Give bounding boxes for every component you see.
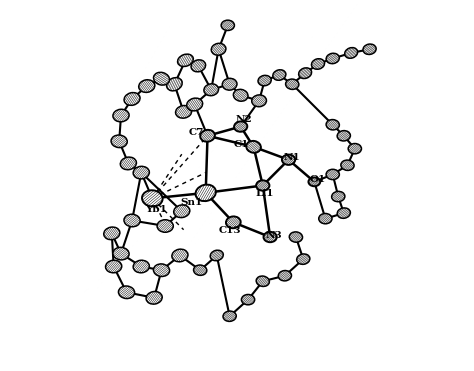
Ellipse shape: [289, 232, 302, 242]
Ellipse shape: [297, 254, 310, 265]
Ellipse shape: [341, 160, 354, 170]
Ellipse shape: [172, 249, 188, 262]
Ellipse shape: [311, 59, 325, 69]
Ellipse shape: [319, 213, 332, 224]
Ellipse shape: [187, 98, 203, 111]
Ellipse shape: [278, 270, 292, 281]
Ellipse shape: [124, 214, 140, 227]
Ellipse shape: [157, 220, 173, 232]
Ellipse shape: [139, 80, 155, 92]
Ellipse shape: [118, 286, 135, 299]
Ellipse shape: [154, 72, 170, 85]
Ellipse shape: [246, 141, 261, 153]
Ellipse shape: [178, 54, 193, 66]
Ellipse shape: [146, 292, 162, 304]
Ellipse shape: [113, 247, 129, 260]
Ellipse shape: [173, 205, 190, 218]
Ellipse shape: [111, 135, 127, 148]
Ellipse shape: [124, 93, 140, 105]
Ellipse shape: [133, 166, 149, 179]
Ellipse shape: [200, 130, 215, 142]
Ellipse shape: [120, 157, 137, 170]
Ellipse shape: [222, 78, 237, 90]
Ellipse shape: [363, 44, 376, 55]
Ellipse shape: [309, 177, 320, 186]
Ellipse shape: [223, 311, 236, 321]
Text: Sn1: Sn1: [181, 198, 203, 207]
Ellipse shape: [154, 264, 170, 276]
Text: Yb1: Yb1: [145, 205, 167, 214]
Ellipse shape: [204, 84, 219, 96]
Text: O1: O1: [310, 175, 326, 184]
Ellipse shape: [241, 295, 255, 305]
Ellipse shape: [256, 180, 269, 191]
Ellipse shape: [191, 60, 206, 72]
Text: C1: C1: [234, 141, 249, 150]
Ellipse shape: [326, 119, 339, 130]
Ellipse shape: [345, 47, 357, 58]
Ellipse shape: [273, 70, 286, 80]
Ellipse shape: [332, 191, 345, 202]
Ellipse shape: [337, 131, 350, 141]
Ellipse shape: [106, 260, 122, 273]
Ellipse shape: [113, 109, 129, 122]
Ellipse shape: [256, 276, 269, 286]
Text: N1: N1: [284, 153, 301, 162]
Ellipse shape: [226, 216, 241, 228]
Ellipse shape: [221, 20, 235, 30]
Ellipse shape: [264, 232, 277, 242]
Ellipse shape: [348, 144, 362, 154]
Ellipse shape: [234, 121, 247, 132]
Ellipse shape: [193, 265, 207, 275]
Ellipse shape: [133, 260, 149, 273]
Ellipse shape: [175, 105, 191, 118]
Text: N3: N3: [265, 231, 282, 240]
Ellipse shape: [211, 43, 226, 55]
Ellipse shape: [326, 53, 339, 64]
Ellipse shape: [326, 169, 339, 180]
Ellipse shape: [233, 89, 248, 101]
Ellipse shape: [282, 155, 295, 165]
Ellipse shape: [299, 68, 311, 79]
Ellipse shape: [337, 208, 350, 218]
Ellipse shape: [258, 75, 271, 86]
Text: C13: C13: [219, 226, 241, 235]
Text: Li1: Li1: [255, 189, 274, 198]
Ellipse shape: [142, 190, 163, 207]
Ellipse shape: [166, 78, 182, 91]
Ellipse shape: [195, 185, 216, 201]
Text: C7: C7: [189, 128, 204, 137]
Ellipse shape: [252, 95, 266, 107]
Ellipse shape: [286, 79, 299, 89]
Text: N2: N2: [236, 115, 253, 124]
Ellipse shape: [104, 227, 120, 240]
Ellipse shape: [210, 250, 223, 261]
